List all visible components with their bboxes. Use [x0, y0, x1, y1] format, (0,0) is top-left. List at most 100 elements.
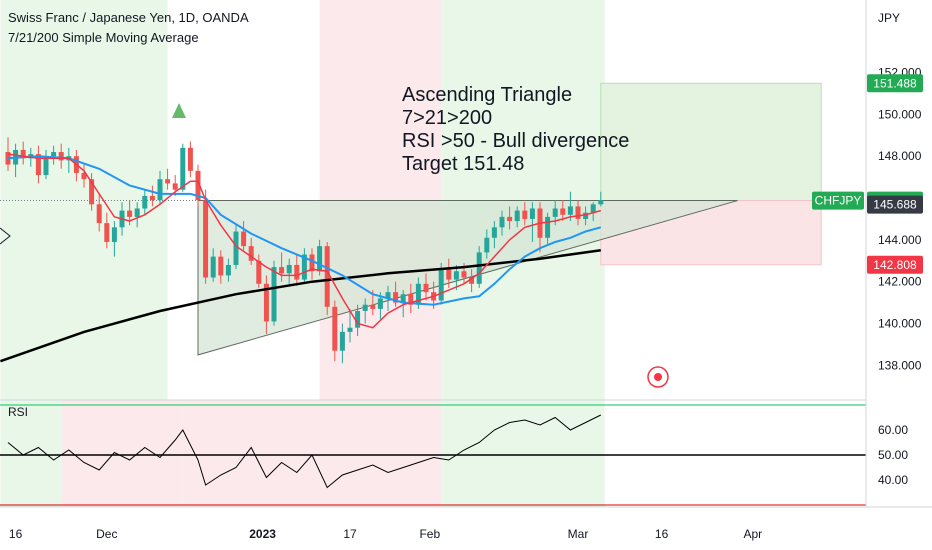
rsi-line [7, 414, 602, 489]
y-axis-unit: JPY [878, 11, 900, 25]
candle-body [81, 172, 87, 180]
candle-body [514, 210, 520, 222]
moving-averages [0, 103, 602, 363]
candle-body [362, 304, 368, 311]
annotation-line-2[interactable]: 7>21>200 [402, 107, 492, 129]
candle-body [583, 212, 589, 219]
candle-body [104, 223, 110, 242]
background-bands [0, 0, 605, 507]
candlestick-series [5, 137, 604, 364]
price-tag-label: 151.488 [873, 76, 917, 90]
candle-body [385, 292, 391, 299]
candle-body [210, 256, 216, 278]
candle-body [20, 149, 26, 159]
candle-body [263, 283, 269, 322]
price-tag-label: 145.688 [873, 198, 917, 212]
candle-body [560, 208, 566, 215]
x-tick-label: Apr [743, 527, 762, 541]
x-tick-label: Mar [568, 527, 589, 541]
candle-body [172, 183, 178, 190]
candle-body [529, 208, 535, 219]
candle-body [598, 200, 604, 205]
candle-body [393, 292, 399, 303]
y-tick-label: 142.000 [878, 275, 922, 289]
rsi-tick-label: 50.00 [878, 448, 908, 462]
candle-body [545, 216, 551, 238]
candle-body [142, 195, 148, 209]
candle-body [484, 237, 490, 253]
candle-body [347, 327, 353, 332]
x-tick-label: 17 [343, 527, 357, 541]
y-tick-label: 150.000 [878, 107, 922, 121]
price-tag-box [867, 255, 923, 274]
candle-body [415, 283, 421, 305]
annotation-line-4[interactable]: Target 151.48 [402, 153, 524, 175]
candle-body [241, 231, 247, 247]
candle-body [203, 200, 209, 278]
candle-body [5, 152, 11, 165]
candle-body [522, 210, 528, 219]
candle-body [248, 246, 254, 261]
candle-body [476, 252, 482, 284]
candle-body [43, 156, 49, 176]
rsi-tick-label: 40.00 [878, 473, 908, 487]
y-tick-label: 140.000 [878, 317, 922, 331]
price-tag-box [867, 74, 923, 93]
candle-body [89, 179, 95, 205]
price-tag: 142.808 [867, 255, 923, 274]
candle-body [35, 154, 41, 176]
alert-icon[interactable] [647, 366, 669, 388]
target-zone[interactable] [600, 82, 822, 202]
rsi-tick-label: 60.00 [878, 423, 908, 437]
candle-body [355, 310, 361, 328]
annotation-line-1[interactable]: Ascending Triangle [402, 84, 572, 106]
x-tick-label: 16 [655, 527, 669, 541]
rsi-bg-band [182, 400, 442, 507]
arrow-drawing-icon [0, 227, 11, 245]
sma-21-line [7, 155, 602, 306]
candle-body [491, 227, 497, 238]
rsi-label: RSI [8, 405, 28, 419]
candle-body [499, 216, 505, 228]
candle-body [453, 271, 459, 280]
candle-body [187, 147, 193, 171]
candle-body [446, 269, 452, 280]
candle-body [294, 264, 300, 280]
candle-body [286, 264, 292, 274]
symbol-tag-box [812, 191, 864, 210]
candle-body [149, 195, 155, 201]
price-bg-band [441, 0, 605, 400]
indicator-legend: 7/21/200 Simple Moving Average [8, 30, 199, 45]
candle-body [317, 246, 323, 272]
candle-body [58, 152, 64, 161]
candle-body [408, 294, 414, 305]
x-tick-label: 16 [9, 527, 23, 541]
candle-body [111, 227, 117, 242]
candle-body [279, 267, 285, 274]
buy-signal-arrow-icon [172, 103, 186, 118]
candle-body [377, 298, 383, 309]
candle-body [423, 283, 429, 293]
candle-body [400, 294, 406, 303]
sma-7-line [7, 153, 601, 329]
long-position-tool[interactable] [600, 82, 822, 266]
price-tag-label: 142.808 [873, 258, 917, 272]
candle-body [332, 306, 338, 351]
candle-body [575, 206, 581, 219]
candle-body [552, 208, 558, 217]
candle-body [233, 231, 239, 265]
candle-body [165, 179, 171, 184]
x-tick-label: 2023 [249, 527, 276, 541]
candle-body [339, 331, 345, 351]
candle-body [127, 210, 133, 217]
candle-body [256, 260, 262, 284]
annotation-line-3[interactable]: RSI >50 - Bull divergence [402, 130, 629, 152]
candle-body [134, 208, 140, 217]
rsi-bg-band [0, 400, 62, 507]
candle-body [507, 216, 513, 222]
candle-body [469, 277, 475, 284]
sma-200-line [0, 249, 601, 363]
y-tick-label: 138.000 [878, 358, 922, 372]
candle-body [438, 269, 444, 301]
